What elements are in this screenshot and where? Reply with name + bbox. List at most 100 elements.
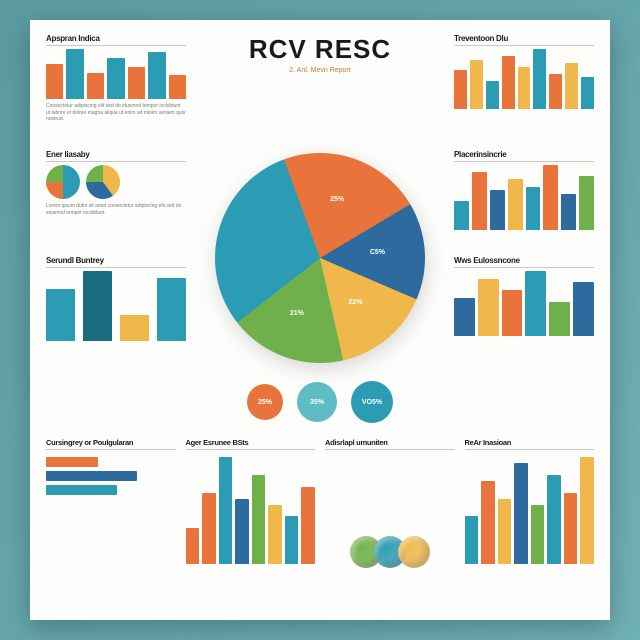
panel-text: Consectetur adipiscing elit sed do eiusm… bbox=[46, 103, 186, 123]
panel-title: Ager Esrunee BSts bbox=[186, 438, 316, 450]
bar bbox=[498, 499, 512, 564]
bar bbox=[581, 77, 594, 109]
bar bbox=[531, 505, 545, 564]
hbar bbox=[46, 485, 117, 495]
panel-title: Cursingrey or Poulgularan bbox=[46, 438, 176, 450]
bottom-panel-1: Cursingrey or Poulgularan bbox=[46, 438, 176, 568]
panel-text: Lorem ipsum dolor sit amet consectetur a… bbox=[46, 203, 186, 216]
pie-slice-label: 22% bbox=[348, 299, 362, 306]
header: RCV RESC 2. Anl. Mevn Report bbox=[196, 34, 444, 144]
bar bbox=[543, 165, 558, 230]
bar bbox=[580, 457, 594, 564]
metric-dot: 25% bbox=[247, 384, 283, 420]
bar bbox=[66, 49, 83, 99]
bar bbox=[148, 52, 165, 99]
bar bbox=[561, 194, 576, 230]
bar bbox=[268, 505, 282, 564]
bar-chart bbox=[46, 49, 186, 99]
bar bbox=[454, 298, 475, 336]
bar bbox=[46, 289, 75, 341]
page-subtitle: 2. Anl. Mevn Report bbox=[196, 67, 444, 74]
bar-chart bbox=[454, 271, 594, 336]
panel-title: Wws Eulossncone bbox=[454, 256, 594, 268]
main-pie-chart: 25% C5% 22% 21% bbox=[215, 153, 425, 363]
bar bbox=[490, 190, 505, 230]
bar bbox=[235, 499, 249, 564]
sphere bbox=[398, 536, 430, 568]
panel-title: Treventoon Dlu bbox=[454, 34, 594, 46]
bar bbox=[83, 271, 112, 341]
bar bbox=[202, 493, 216, 564]
bar bbox=[478, 279, 499, 336]
bar bbox=[573, 282, 594, 336]
bar bbox=[465, 516, 479, 564]
bar bbox=[157, 278, 186, 341]
sphere-chart bbox=[325, 457, 455, 568]
metric-dot: 35% bbox=[297, 382, 337, 422]
right-panel-1: Treventoon Dlu bbox=[454, 34, 594, 144]
bar bbox=[252, 475, 266, 564]
hbar-chart bbox=[46, 457, 176, 568]
bar bbox=[549, 302, 570, 336]
bar bbox=[565, 63, 578, 109]
bottom-panel-2: Ager Esrunee BSts bbox=[186, 438, 316, 568]
bar bbox=[285, 516, 299, 564]
bar bbox=[508, 179, 523, 230]
bar bbox=[502, 290, 523, 336]
panel-title: Ener liasaby bbox=[46, 150, 186, 162]
right-panel-2: Placerinsincrie bbox=[454, 150, 594, 250]
bar bbox=[470, 60, 483, 109]
panel-title: ReAr Inasioan bbox=[465, 438, 595, 450]
bar bbox=[454, 70, 467, 109]
mini-pie bbox=[46, 165, 80, 199]
bar bbox=[219, 457, 233, 564]
left-panel-2: Ener liasaby Lorem ipsum dolor sit amet … bbox=[46, 150, 186, 250]
right-panel-3: Wws Eulossncone bbox=[454, 256, 594, 366]
page-title: RCV RESC bbox=[196, 34, 444, 65]
bar bbox=[46, 64, 63, 99]
bar bbox=[301, 487, 315, 564]
bottom-panel-4: ReAr Inasioan bbox=[465, 438, 595, 568]
bar bbox=[533, 49, 546, 109]
bar-chart bbox=[454, 49, 594, 109]
bar-chart bbox=[46, 271, 186, 341]
metric-dot: VO5% bbox=[351, 381, 393, 423]
bottom-panel-3: Adisrlapl umuniten bbox=[325, 438, 455, 568]
panel-title: Placerinsincrie bbox=[454, 150, 594, 162]
bar bbox=[169, 75, 186, 99]
bar bbox=[107, 58, 124, 99]
bar bbox=[549, 74, 562, 109]
bar bbox=[186, 528, 200, 564]
bottom-row: Cursingrey or Poulgularan Ager Esrunee B… bbox=[46, 438, 594, 568]
left-panel-1: Apspran Indica Consectetur adipiscing el… bbox=[46, 34, 186, 144]
hbar bbox=[46, 457, 98, 467]
bar bbox=[514, 463, 528, 564]
hbar bbox=[46, 471, 137, 481]
main-pie-wrap: 25% C5% 22% 21% bbox=[196, 150, 444, 366]
bar bbox=[472, 172, 487, 230]
panel-title: Adisrlapl umuniten bbox=[325, 438, 455, 450]
bar bbox=[454, 201, 469, 230]
bar bbox=[526, 187, 541, 230]
bar bbox=[87, 73, 104, 99]
bar-chart bbox=[465, 457, 595, 564]
bar bbox=[525, 271, 546, 336]
bar-chart bbox=[454, 165, 594, 230]
bar bbox=[481, 481, 495, 564]
bar bbox=[128, 67, 145, 99]
bar bbox=[502, 56, 515, 109]
metric-dots-row: 25% 35% VO5% bbox=[196, 372, 444, 432]
bar bbox=[120, 315, 149, 341]
panel-title: Apspran Indica bbox=[46, 34, 186, 46]
bar bbox=[564, 493, 578, 564]
bar bbox=[518, 67, 531, 109]
pie-slice-label: C5% bbox=[370, 249, 385, 256]
mini-pies bbox=[46, 165, 186, 199]
pie-slice-label: 25% bbox=[330, 196, 344, 203]
mini-pie bbox=[86, 165, 120, 199]
pie-slice-label: 21% bbox=[290, 310, 304, 317]
left-panel-3: Serundl Buntrey bbox=[46, 256, 186, 366]
panel-title: Serundl Buntrey bbox=[46, 256, 186, 268]
bar bbox=[579, 176, 594, 230]
bar bbox=[547, 475, 561, 564]
